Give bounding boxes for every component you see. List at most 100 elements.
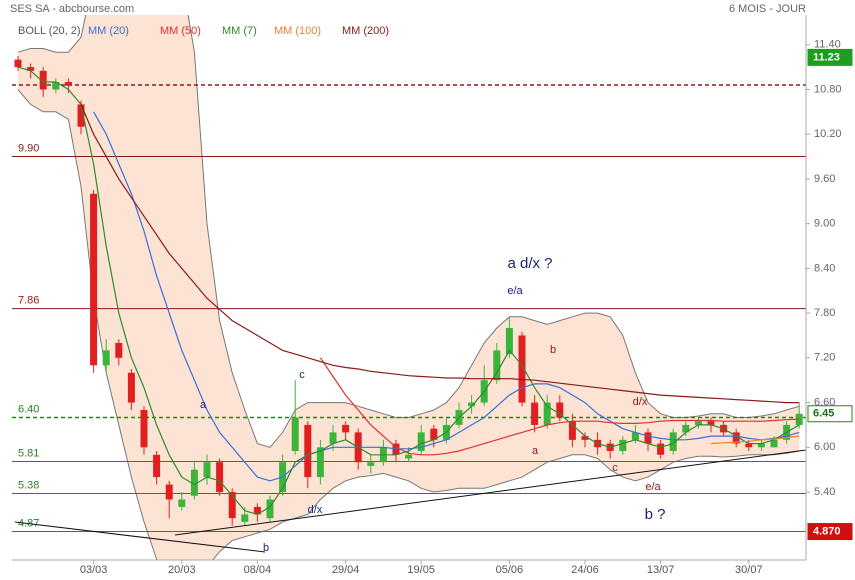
candle-body [291, 417, 299, 452]
level-label: 5.81 [18, 447, 39, 459]
x-tick-label: 24/06 [571, 564, 599, 576]
annotation: c [612, 462, 618, 474]
candle-body [39, 70, 47, 90]
legend-entry: MM (7) [222, 25, 257, 37]
y-tick-label: 11.40 [814, 39, 841, 51]
bollinger-upper [17, 15, 800, 448]
candle-body [657, 443, 665, 455]
candle-body [732, 432, 740, 444]
candle-body [757, 443, 765, 448]
candle-body [190, 469, 198, 496]
y-tick-label: 6.00 [814, 441, 835, 453]
candle-body [165, 484, 173, 500]
trendline [174, 449, 806, 536]
candle-body [52, 82, 60, 90]
plot-area: 9.907.866.405.815.384.87 [12, 15, 806, 560]
y-tick-label: 7.80 [814, 307, 835, 319]
moving-average [80, 104, 800, 404]
annotation: e/a [507, 285, 523, 297]
x-tick-label: 03/03 [80, 564, 108, 576]
candle-body [90, 193, 98, 366]
x-tick-label: 05/06 [496, 564, 524, 576]
candle-body [707, 421, 715, 425]
x-tick-label: 30/07 [735, 564, 763, 576]
annotation: d/x [633, 396, 648, 408]
candle-body [14, 59, 22, 68]
legend-entry: MM (20) [88, 25, 129, 37]
candle-body [329, 432, 337, 444]
candle-body [745, 443, 753, 448]
annotation: b [263, 542, 269, 554]
candle-body [316, 447, 324, 478]
legend-entry: MM (100) [274, 25, 321, 37]
moving-average [93, 111, 800, 482]
price-tag-label: 6.45 [813, 408, 834, 420]
candle-body [543, 402, 551, 425]
y-tick-label: 5.40 [814, 486, 835, 498]
y-tick-label: 8.40 [814, 262, 835, 274]
legend-entry: BOLL (20, 2) [18, 25, 81, 37]
annotation: d/x [308, 504, 323, 516]
candle-body [153, 454, 161, 478]
candle-body [493, 350, 501, 381]
annotation: c [299, 369, 305, 381]
x-tick-label: 20/03 [168, 564, 196, 576]
moving-average [17, 66, 800, 516]
x-tick-label: 29/04 [332, 564, 360, 576]
candle-body [216, 462, 224, 493]
moving-average [319, 357, 800, 456]
candle-body [518, 335, 526, 403]
candle-body [203, 462, 211, 478]
bollinger-fill [18, 15, 800, 560]
candle-body [468, 402, 476, 407]
candle-body [556, 402, 564, 418]
candle-body [430, 428, 438, 440]
candle-body [417, 432, 425, 452]
annotation: e/a [645, 481, 661, 493]
candle-body [405, 454, 413, 459]
x-tick-label: 13/07 [647, 564, 675, 576]
candle-body [228, 492, 236, 519]
level-label: 9.90 [18, 142, 39, 154]
candle-body [505, 328, 513, 355]
candle-body [694, 421, 702, 425]
y-tick-label: 9.00 [814, 218, 835, 230]
price-tag [807, 48, 853, 66]
annotation: a [200, 399, 207, 411]
legend-entry: MM (50) [160, 25, 201, 37]
candle-body [619, 439, 627, 452]
candle-body [140, 410, 148, 448]
candle-body [178, 499, 186, 507]
annotation: a d/x ? [507, 255, 552, 272]
price-tag-label: 11.23 [813, 51, 840, 63]
candle-body [367, 462, 375, 466]
trendlines [14, 449, 806, 553]
candle-body [27, 67, 35, 71]
price-tag [807, 405, 853, 423]
y-tick-label: 10.80 [814, 83, 842, 95]
candle-body [682, 424, 690, 433]
y-tick-label: 9.60 [814, 173, 835, 185]
trendline [14, 521, 266, 553]
candle-body [581, 436, 589, 440]
candle-body [304, 424, 312, 478]
candle-body [770, 439, 778, 448]
annotation: a [532, 445, 539, 457]
legend-entry: MM (200) [342, 25, 389, 37]
overlay: 5.406.006.607.207.808.409.009.6010.2010.… [18, 25, 853, 576]
moving-average [710, 435, 800, 445]
candle-body [266, 499, 274, 519]
level-label: 7.86 [18, 295, 39, 307]
price-tag [807, 523, 853, 541]
annotation: b [550, 344, 556, 356]
chart-subtitle: 6 MOIS - JOUR [729, 3, 806, 15]
y-tick-label: 7.20 [814, 352, 835, 364]
annotation: b ? [645, 506, 666, 523]
candle-body [253, 506, 261, 515]
candle-body [531, 402, 539, 425]
candle-body [115, 342, 123, 358]
candle-body [568, 421, 576, 440]
candle-body [669, 432, 677, 452]
